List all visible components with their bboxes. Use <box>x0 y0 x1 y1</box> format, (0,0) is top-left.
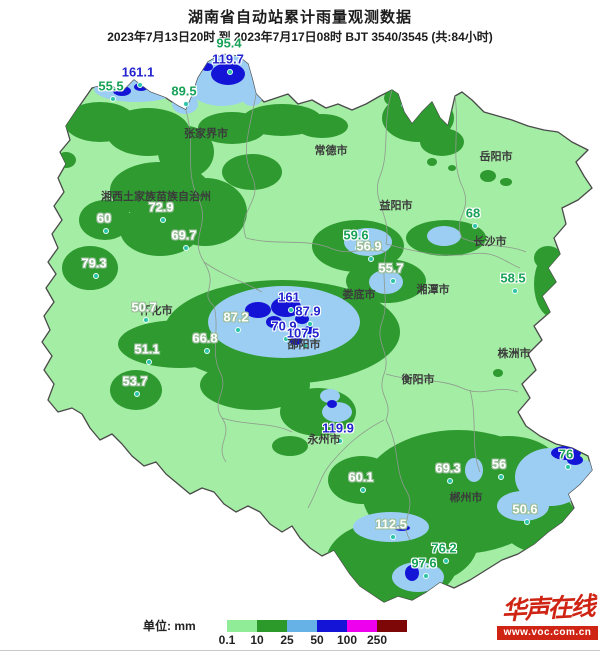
legend-color-segment <box>287 620 317 632</box>
legend-tick-label: 100 <box>336 633 358 647</box>
page-subtitle: 2023年7月13日20时 到 2023年7月17日08时 BJT 3540/3… <box>107 30 493 44</box>
bottom-divider <box>0 650 600 651</box>
page-title: 湖南省自动站累计雨量观测数据 <box>187 9 412 26</box>
watermark-url: www.voc.com.cn <box>497 626 598 640</box>
legend-color-segment <box>227 620 257 632</box>
watermark-brand: 华声在线 <box>500 591 595 626</box>
legend-ticks: 0.1 10 25 50 100 250 <box>219 633 427 647</box>
legend-color-segment <box>257 620 287 632</box>
legend-tick-label: 0.1 <box>218 633 236 647</box>
legend-colorbar <box>227 620 407 632</box>
legend-tick-label: 25 <box>280 633 294 647</box>
legend-unit-label: 单位: mm <box>143 619 196 633</box>
legend-color-segment <box>377 620 407 632</box>
legend-tick-label: 10 <box>250 633 264 647</box>
legend-color-segment <box>347 620 377 632</box>
legend-color-segment <box>317 620 347 632</box>
watermark: 华声在线 www.voc.com.cn <box>497 592 598 641</box>
legend-tick-label: 50 <box>310 633 324 647</box>
district-boundaries <box>185 89 527 541</box>
legend-tick-label: 250 <box>366 633 388 647</box>
